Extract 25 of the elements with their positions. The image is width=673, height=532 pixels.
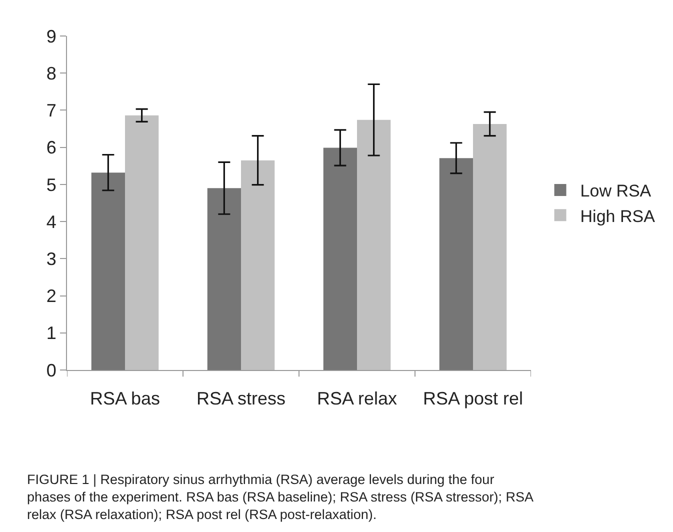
y-tick-label: 2 — [46, 286, 56, 306]
bar — [91, 172, 125, 370]
y-tick-label: 6 — [46, 138, 56, 158]
x-tick-label: RSA stress — [196, 388, 286, 409]
bar — [439, 158, 473, 370]
x-tick-label: RSA relax — [316, 388, 398, 409]
y-tick-label: 1 — [46, 323, 56, 344]
x-tick-label: RSA bas — [90, 388, 160, 409]
bar — [473, 124, 507, 370]
x-tick-label: RSA post rel — [422, 388, 524, 409]
bar — [357, 120, 391, 370]
legend-label: High RSA — [580, 206, 656, 226]
bar — [125, 115, 159, 370]
bar — [323, 148, 357, 370]
y-tick-label: 5 — [46, 174, 56, 195]
y-tick-label: 4 — [46, 212, 56, 232]
y-tick-label: 3 — [46, 248, 56, 269]
legend-label: Low RSA — [580, 182, 652, 201]
y-tick-label: 7 — [46, 100, 56, 121]
bar — [241, 160, 275, 370]
bar — [207, 188, 241, 370]
y-tick-label: 9 — [46, 26, 56, 46]
y-tick-label: 8 — [46, 63, 56, 84]
caption: FIGURE 1 | Respiratory sinus arrhythmia (RSA) average levels during the four phases of the experiment. RSA bas (RSA baseline); RSA stress (RSA stressor); RSA relax (RSA relaxation); RSA post rel (RSA post-relaxation). — [27, 472, 534, 522]
y-tick-label: 0 — [46, 360, 56, 380]
